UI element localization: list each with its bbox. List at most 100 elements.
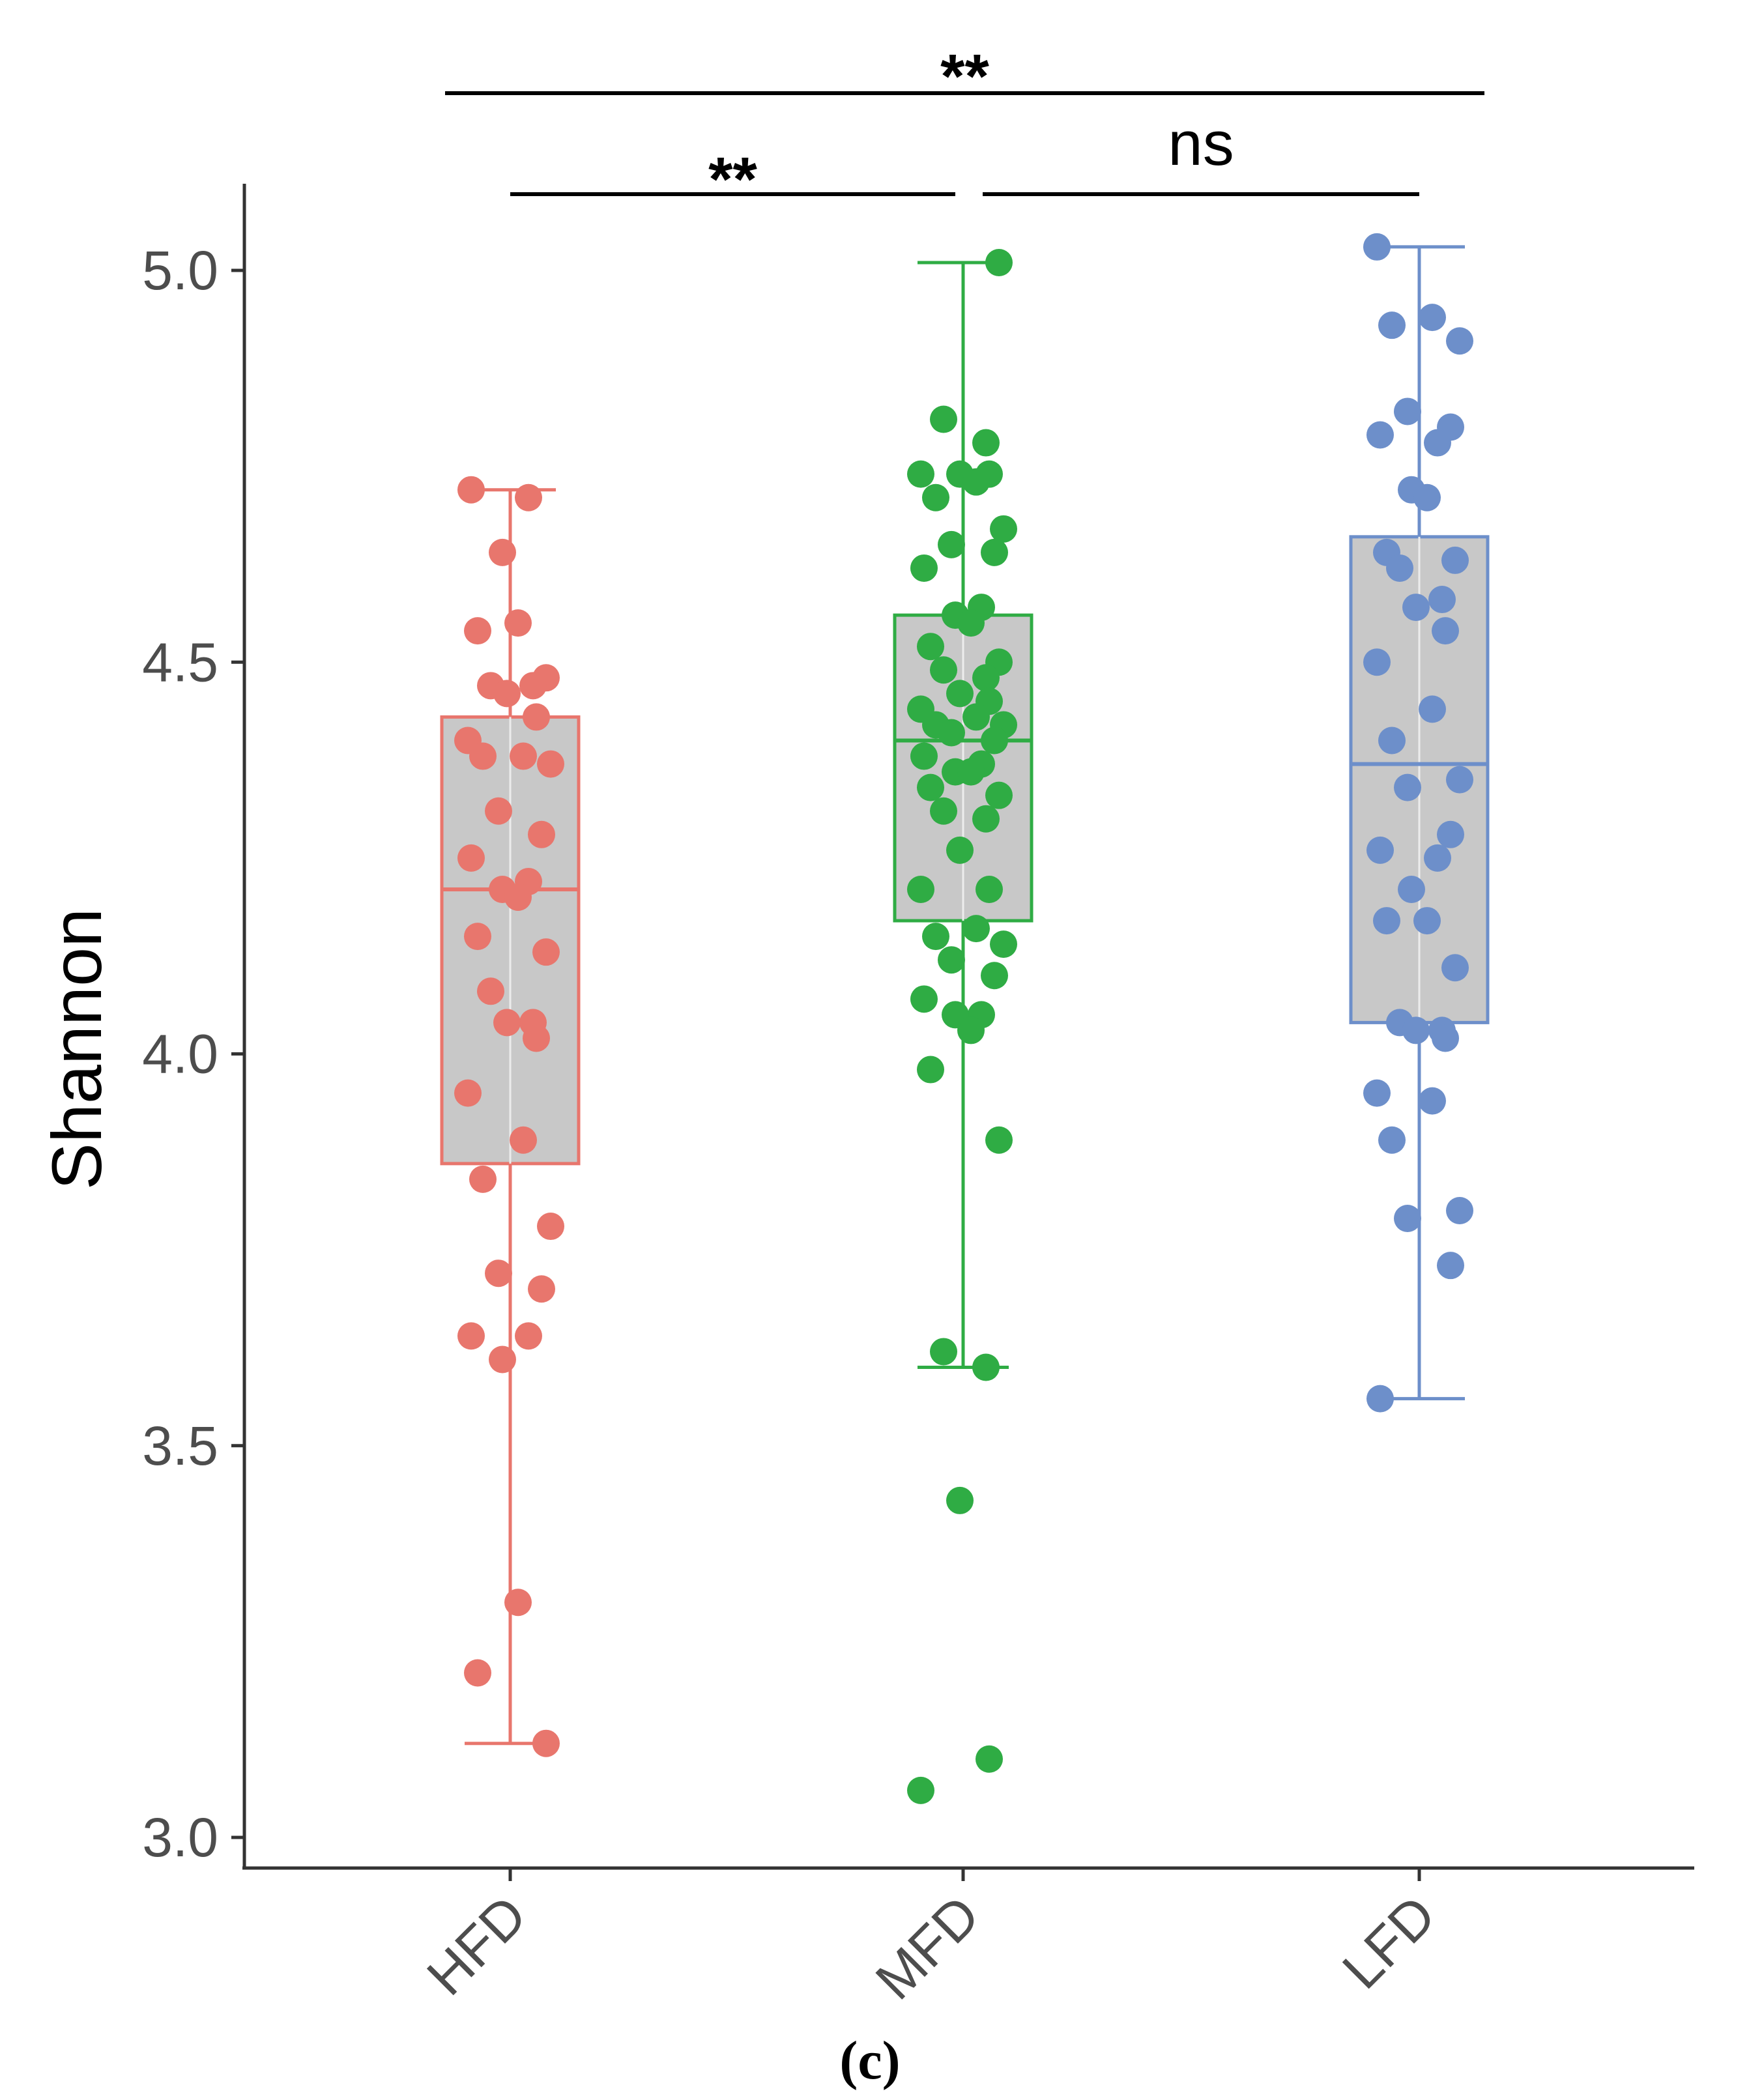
data-point-lfd xyxy=(1441,546,1469,574)
data-point-hfd xyxy=(510,1126,537,1154)
data-point-mfd xyxy=(972,429,1000,457)
y-tick-label: 4.0 xyxy=(142,1024,218,1085)
data-point-hfd xyxy=(519,672,547,700)
data-point-lfd xyxy=(1378,1126,1406,1154)
significance-label: ** xyxy=(708,145,757,214)
data-point-hfd xyxy=(510,742,537,770)
data-point-lfd xyxy=(1428,586,1456,614)
data-point-lfd xyxy=(1394,397,1421,425)
data-point-hfd xyxy=(489,1345,516,1374)
data-point-lfd xyxy=(1419,695,1446,723)
data-point-lfd xyxy=(1424,844,1451,872)
x-tick-label: MFD xyxy=(864,1884,991,2011)
data-point-hfd xyxy=(504,884,532,911)
data-point-mfd xyxy=(981,726,1008,755)
data-point-hfd xyxy=(493,1009,521,1037)
data-point-hfd xyxy=(464,923,491,951)
data-point-hfd xyxy=(464,617,491,645)
data-point-hfd xyxy=(523,703,550,731)
data-point-lfd xyxy=(1363,1079,1391,1107)
data-point-lfd xyxy=(1363,233,1391,261)
data-point-hfd xyxy=(464,1659,491,1687)
data-point-mfd xyxy=(962,703,990,731)
data-point-lfd xyxy=(1437,820,1464,848)
data-point-mfd xyxy=(976,875,1003,903)
point-layer xyxy=(454,233,1473,1804)
data-point-mfd xyxy=(930,1338,957,1366)
significance-label: ns xyxy=(1168,109,1234,179)
data-point-mfd xyxy=(930,797,957,825)
data-point-hfd xyxy=(493,680,521,708)
data-point-mfd xyxy=(990,930,1017,958)
data-point-mfd xyxy=(910,985,938,1013)
data-point-mfd xyxy=(910,742,938,770)
data-point-mfd xyxy=(922,483,949,511)
data-point-mfd xyxy=(917,773,944,801)
y-tick-label: 5.0 xyxy=(142,240,218,301)
data-point-mfd xyxy=(957,1016,985,1044)
data-point-mfd xyxy=(907,1776,934,1804)
x-tick-label: LFD xyxy=(1331,1884,1447,2000)
data-point-mfd xyxy=(938,719,965,747)
data-point-hfd xyxy=(532,1729,560,1757)
data-point-hfd xyxy=(515,483,542,511)
y-tick-label: 4.5 xyxy=(142,631,218,693)
data-point-lfd xyxy=(1419,304,1446,332)
data-point-hfd xyxy=(457,476,485,504)
data-point-mfd xyxy=(962,915,990,943)
data-point-hfd xyxy=(504,609,532,637)
data-point-mfd xyxy=(917,1056,944,1084)
data-point-lfd xyxy=(1402,594,1430,622)
data-point-mfd xyxy=(917,633,944,661)
data-point-mfd xyxy=(907,875,934,903)
data-point-mfd xyxy=(957,609,985,637)
data-point-mfd xyxy=(981,538,1008,566)
data-point-mfd xyxy=(990,515,1017,543)
data-point-lfd xyxy=(1378,726,1406,755)
data-point-mfd xyxy=(946,680,974,708)
data-point-mfd xyxy=(938,946,965,974)
data-point-lfd xyxy=(1386,554,1413,582)
data-point-lfd xyxy=(1432,617,1459,645)
data-point-mfd xyxy=(946,836,974,864)
data-point-lfd xyxy=(1366,836,1394,864)
data-point-lfd xyxy=(1394,773,1421,801)
significance-layer: ** ns ** xyxy=(445,42,1484,214)
data-point-lfd xyxy=(1413,483,1441,511)
significance-label: ** xyxy=(940,42,989,111)
data-point-lfd xyxy=(1437,1252,1464,1280)
data-point-lfd xyxy=(1378,311,1406,339)
data-point-lfd xyxy=(1446,1197,1473,1224)
data-point-mfd xyxy=(972,805,1000,833)
data-point-mfd xyxy=(907,460,934,488)
data-point-mfd xyxy=(962,468,990,496)
data-point-lfd xyxy=(1363,648,1391,676)
data-point-hfd xyxy=(469,742,497,770)
data-point-hfd xyxy=(523,1024,550,1052)
data-point-hfd xyxy=(537,1213,564,1241)
data-point-lfd xyxy=(1419,1087,1446,1115)
data-point-mfd xyxy=(930,405,957,433)
data-point-lfd xyxy=(1366,421,1394,449)
data-point-mfd xyxy=(910,554,938,582)
data-point-hfd xyxy=(485,1259,512,1287)
data-point-hfd xyxy=(454,1079,482,1107)
data-point-lfd xyxy=(1446,766,1473,794)
figure-caption: (c) xyxy=(839,2030,900,2091)
data-point-lfd xyxy=(1394,1205,1421,1233)
data-point-lfd xyxy=(1373,907,1400,935)
data-point-lfd xyxy=(1413,907,1441,935)
data-point-hfd xyxy=(457,844,485,872)
data-point-hfd xyxy=(537,750,564,778)
data-point-mfd xyxy=(946,1486,974,1514)
data-point-mfd xyxy=(985,1126,1013,1154)
data-point-hfd xyxy=(504,1589,532,1617)
data-point-mfd xyxy=(938,530,965,558)
data-point-hfd xyxy=(469,1165,497,1193)
data-point-lfd xyxy=(1424,429,1451,457)
data-point-hfd xyxy=(528,1275,555,1303)
data-point-mfd xyxy=(981,962,1008,990)
data-point-hfd xyxy=(528,820,555,848)
data-point-mfd xyxy=(985,248,1013,276)
